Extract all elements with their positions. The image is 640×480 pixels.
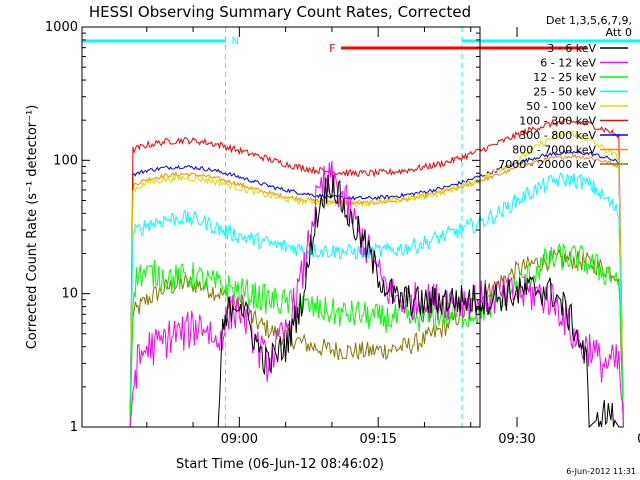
x-tick-label: 09:45 <box>637 432 640 447</box>
y-tick-label: 100 <box>53 153 78 168</box>
legend-entry-label: 12 - 25 keV <box>533 71 596 84</box>
x-tick-label: 09:15 <box>359 432 396 447</box>
plot-frame <box>81 26 481 428</box>
flare-annotations: F <box>329 42 587 55</box>
series-line <box>82 248 624 428</box>
series-line <box>82 172 624 428</box>
flare-label: F <box>329 42 335 55</box>
chart-title: HESSI Observing Summary Count Rates, Cor… <box>89 3 471 21</box>
legend-entry-label: 300 - 800 keV <box>519 129 596 142</box>
legend-header: Det 1,3,5,6,7,9, <box>546 14 632 27</box>
series-line <box>82 150 624 428</box>
legend-header: Att 0 <box>606 26 632 39</box>
legend-entry-label: 25 - 50 keV <box>533 86 596 99</box>
y-tick-label: 1 <box>70 420 78 435</box>
legend-entry-label: 7000 - 20000 keV <box>498 158 596 171</box>
x-axis-label: Start Time (06-Jun-12 08:46:02) <box>176 457 384 472</box>
legend-entry-label: 50 - 100 keV <box>526 100 596 113</box>
series-line <box>82 130 624 428</box>
series-line <box>82 153 624 428</box>
legend-entry-label: 100 - 300 keV <box>519 115 596 128</box>
legend: Det 1,3,5,6,7,9,Att 0 3 - 6 keV 6 - 12 keV… <box>498 14 632 171</box>
series-line <box>82 118 624 428</box>
x-tick-label: 09:30 <box>498 432 535 447</box>
legend-entry-label: 3 - 6 keV <box>547 42 596 55</box>
x-tick-label: 09:00 <box>221 432 258 447</box>
y-tick-label: 1000 <box>45 20 78 35</box>
legend-entry-label: 6 - 12 keV <box>540 57 596 70</box>
y-tick-label: 10 <box>61 287 78 302</box>
legend-entry-label: 800 - 7000 keV <box>512 144 596 157</box>
night-label: N <box>231 36 238 47</box>
series-group <box>82 118 624 429</box>
series-line <box>82 242 624 428</box>
y-axis-label: Corrected Count Rate (s⁻¹ detector⁻¹) <box>25 105 40 350</box>
footer-timestamp: 6-Jun-2012 11:31 <box>566 467 636 476</box>
